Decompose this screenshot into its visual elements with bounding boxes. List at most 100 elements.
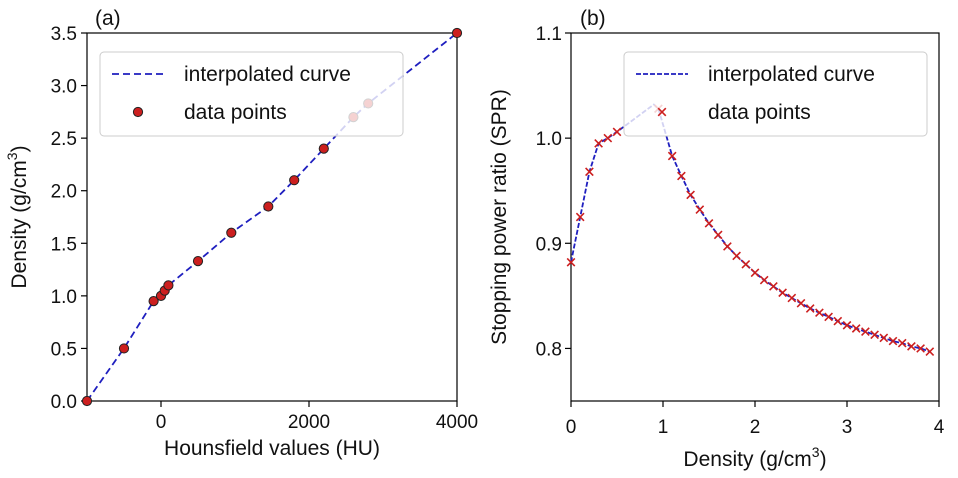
data-point-marker [925,347,935,356]
legend-label: data points [708,101,811,124]
x-marker-stroke [750,268,760,278]
x-tick-label: 2 [750,417,761,438]
x-marker-stroke [695,205,705,215]
y-tick-label: 1.5 [51,234,77,255]
panel-b-chart: 0.8 0.9 1.0 1.1 0 1 2 3 4 interpolated curve data … [488,7,945,471]
x-axis-title-superscript: 3 [812,444,820,460]
panel-a-chart: 0.0 0.5 1.0 1.5 2.0 2.5 3.0 3.5 0 2000 4000 interpo… [4,7,478,460]
legend-marker-swatch [657,107,667,117]
x-marker-stroke [603,133,613,143]
y-tick-label: 2.0 [51,182,77,203]
data-point-marker [704,218,714,228]
data-point-marker [566,257,576,267]
plot-frame [86,32,458,402]
data-point-marker [318,143,329,154]
x-tick-label: 4 [934,417,945,438]
x-marker-stroke [888,336,898,346]
y-tick-label: 3.5 [51,24,77,45]
y-tick-label: 1.1 [536,24,562,45]
x-marker-stroke [594,139,603,148]
legend: interpolated curve data points [99,51,404,137]
data-point-marker [741,259,751,269]
x-marker-stroke [704,218,714,228]
data-point-marker [575,212,585,222]
data-point-marker [686,190,695,200]
data-point-marker [677,171,686,181]
x-marker-stroke [677,171,686,181]
x-marker-stroke [861,327,870,336]
x-marker-stroke [907,341,916,351]
x-marker-stroke [842,320,852,330]
panel-label: (a) [95,7,121,30]
data-point-marker [897,338,907,348]
x-marker-stroke [833,316,843,326]
x-marker-stroke [787,293,797,303]
data-point-marker [81,395,93,407]
x-tick-label: 0 [566,417,577,438]
x-axis-title-end: ) [820,448,827,471]
data-point-marker [805,304,815,313]
data-point-marker [732,251,741,261]
data-point-marker [148,296,159,307]
panel-label: (b) [580,7,606,30]
x-marker-stroke [815,308,824,318]
x-marker-stroke [796,298,806,308]
y-tick-label: 0.0 [51,392,77,413]
x-tick-label: 4000 [436,412,478,433]
y-axis-title-end: ) [8,145,31,152]
legend-box [623,51,928,137]
y-axis-title-superscript: 3 [4,152,20,160]
data-point-marker [263,201,274,212]
data-point-marker [916,344,925,353]
data-point-marker [667,151,677,161]
y-tick-label: 2.5 [51,129,77,150]
data-point-marker [861,327,870,336]
y-tick-label: 0.9 [536,234,562,255]
legend-box [99,51,404,137]
data-point-marker [451,27,463,39]
data-point-marker [289,175,300,186]
data-point-marker [723,242,732,251]
data-point-marker [851,324,861,333]
data-point-marker [612,127,622,137]
x-marker-stroke [824,312,833,322]
x-tick-label: 0 [156,412,167,433]
data-point-marker [842,320,852,330]
data-point-marker [585,167,594,177]
x-marker-stroke [732,251,741,261]
x-marker-stroke [667,151,677,161]
data-point-marker [787,293,797,303]
x-marker-stroke [870,330,879,340]
legend-label: interpolated curve [708,63,875,86]
data-point-marker [226,227,237,238]
x-tick-label: 3 [842,417,853,438]
data-point-marker [769,282,778,291]
x-marker-stroke [805,304,815,313]
data-point-marker [695,205,705,215]
x-marker-stroke [778,288,787,298]
data-point-marker [192,256,204,267]
y-tick-label: 3.0 [51,77,77,98]
x-tick-label: 2000 [288,412,330,433]
data-point-marker [815,308,824,318]
data-point-marker [163,280,174,291]
x-axis-title: Density (g/cm3) [683,444,826,471]
y-tick-label: 0.8 [536,339,562,360]
legend: interpolated curve data points [623,51,928,137]
x-marker-stroke [879,333,889,343]
data-point-marker [594,139,603,148]
data-point-marker [824,312,833,322]
x-marker-stroke [759,275,769,285]
y-tick-label: 1.0 [536,129,562,150]
y-axis-title: Density (g/cm3) [4,145,31,288]
legend-label: data points [184,101,287,124]
x-marker-stroke [585,167,594,177]
y-tick-label: 1.0 [51,287,77,308]
data-point-marker [759,275,769,285]
x-marker-stroke [575,212,585,222]
legend-label: interpolated curve [184,63,351,86]
y-axis-title: Stopping power ratio (SPR) [488,89,511,345]
data-point-marker [750,268,760,278]
x-marker-stroke [741,259,751,269]
